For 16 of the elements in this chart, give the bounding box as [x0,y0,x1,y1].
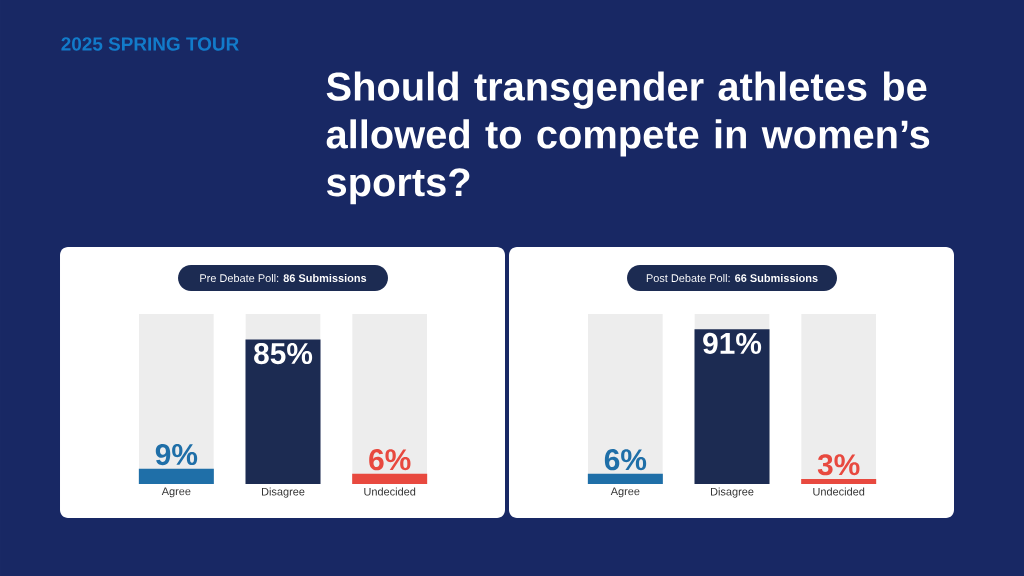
x-tick-label: Agree [161,487,191,498]
data-label: 85% [254,343,313,365]
data-label: 91% [703,332,762,354]
data-label: 6% [369,449,411,471]
data-label: 6% [604,449,647,471]
data-label: 3% [817,454,860,476]
x-tick-label: Disagree [710,487,754,498]
chart-subtitle: Post Debate Poll: 66 Submissions [646,273,818,283]
x-tick-label: Agree [610,487,640,498]
x-tick-label: Undecided [364,487,416,496]
data-label: 9% [155,444,198,466]
text: Should transgender athletes be allowed to compete in women’s sports? [326,71,930,205]
text: 2025 SPRING TOUR [61,37,239,51]
chart-subtitle: Pre Debate Poll: 86 Submissions [200,273,367,283]
x-tick-label: Undecided [813,487,865,496]
x-tick-label: Disagree [261,487,305,498]
